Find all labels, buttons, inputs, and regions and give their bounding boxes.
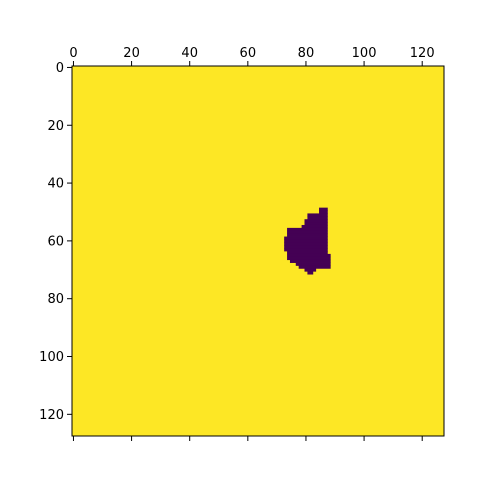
axes-frame xyxy=(71,65,445,437)
mask-row xyxy=(319,210,328,214)
x-tick-label: 120 xyxy=(410,46,435,61)
mask-row xyxy=(307,216,328,220)
mask-row xyxy=(304,219,328,223)
mask-row xyxy=(284,248,328,252)
mask-row xyxy=(287,256,331,261)
y-tick-label: 20 xyxy=(47,119,64,134)
y-tick-label: 100 xyxy=(39,350,64,365)
mask-row xyxy=(287,233,328,237)
mask-row xyxy=(287,227,328,232)
plot-area xyxy=(72,66,444,436)
mask-row xyxy=(287,251,328,255)
mask-row xyxy=(284,242,328,246)
y-tick-label: 80 xyxy=(47,292,64,307)
mask-row xyxy=(284,236,328,240)
x-tick-label: 40 xyxy=(181,46,198,61)
mask-row xyxy=(295,262,331,266)
y-tick-label: 120 xyxy=(39,408,64,423)
mask-row xyxy=(287,230,328,235)
y-tick-label: 0 xyxy=(56,61,64,76)
mask-row xyxy=(304,268,317,272)
x-tick-label: 0 xyxy=(69,46,77,61)
mask-row xyxy=(304,222,328,226)
mask-region xyxy=(284,207,331,275)
mask-row xyxy=(284,245,328,249)
mask-row xyxy=(298,265,331,269)
mask-row xyxy=(287,253,331,258)
mask-row xyxy=(301,224,328,229)
x-tick-label: 80 xyxy=(298,46,315,61)
mask-row xyxy=(307,213,328,217)
mask-row xyxy=(289,259,331,263)
y-axis-left: 0 20 40 60 80 100 120 xyxy=(39,61,72,423)
y-tick-label: 40 xyxy=(47,177,64,192)
x-axis-top: 0 20 40 60 80 100 120 xyxy=(69,46,435,66)
y-tick-label: 60 xyxy=(47,234,64,249)
mask-row xyxy=(307,271,314,275)
x-tick-label: 20 xyxy=(123,46,140,61)
x-tick-label: 60 xyxy=(240,46,257,61)
image-background xyxy=(72,66,444,436)
x-axis-bottom xyxy=(72,436,423,441)
mask-row xyxy=(319,207,328,211)
x-tick-label: 100 xyxy=(352,46,377,61)
mask-row xyxy=(284,239,328,243)
